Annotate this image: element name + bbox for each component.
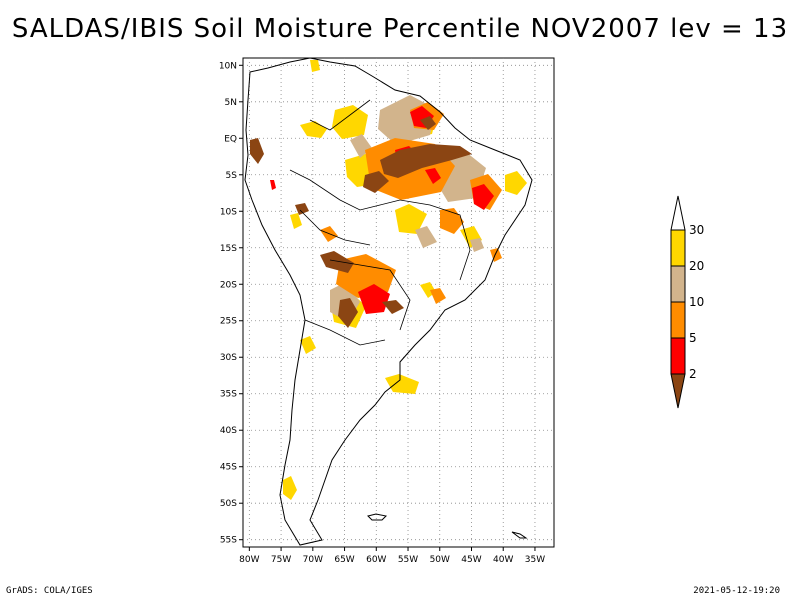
lat-tick-label: 25S <box>220 317 237 327</box>
legend-swatch-bottom <box>670 373 686 409</box>
axis-labels: 10N 5N EQ 5S 10S 15S 20S 25S 30S 35S 40S 45S 50S 55S8… <box>219 61 545 565</box>
lat-tick-label: 50S <box>220 499 237 509</box>
legend-swatch <box>670 229 686 267</box>
legend-label: 20 <box>689 259 704 273</box>
lon-tick-label: 60W <box>366 555 386 565</box>
lat-tick-label: 45S <box>220 463 237 473</box>
lat-tick-label: 30S <box>220 353 237 363</box>
lon-tick-label: 35W <box>525 555 545 565</box>
legend-label: 30 <box>689 223 704 237</box>
lon-tick-label: 55W <box>398 555 418 565</box>
continent-outline <box>244 57 533 546</box>
legend-label: 10 <box>689 295 704 309</box>
country-boundaries <box>289 99 471 346</box>
lat-tick-label: 10S <box>220 207 237 217</box>
lon-tick-label: 50W <box>430 555 450 565</box>
lon-tick-label: 45W <box>461 555 481 565</box>
lat-tick-label: 15S <box>220 244 237 254</box>
lat-tick-label: 35S <box>220 390 237 400</box>
footer-timestamp: 2021-05-12-19:20 <box>693 586 780 596</box>
legend-swatch-top <box>670 195 686 231</box>
map-frame <box>242 57 555 548</box>
lon-tick-label: 80W <box>239 555 259 565</box>
footer-credit: GrADS: COLA/IGES <box>6 586 93 596</box>
map-title: SALDAS/IBIS Soil Moisture Percentile NOV… <box>11 14 789 44</box>
legend-swatch <box>670 337 686 375</box>
lat-tick-label: 5S <box>226 171 238 181</box>
lat-tick-label: 55S <box>220 536 237 546</box>
south-georgia <box>511 531 528 539</box>
lon-tick-label: 65W <box>334 555 354 565</box>
legend-colorbar: 30 20 10 5 2 <box>670 195 704 409</box>
legend-label: 5 <box>689 331 697 345</box>
lat-tick-label: 10N <box>219 61 237 71</box>
legend-label: 2 <box>689 367 697 381</box>
legend-swatch <box>670 265 686 303</box>
lon-tick-label: 70W <box>303 555 323 565</box>
lat-tick-label: 20S <box>220 280 237 290</box>
falkland-islands <box>367 513 388 521</box>
lat-tick-label: 5N <box>225 98 237 108</box>
percentile-shading <box>250 60 527 500</box>
lon-tick-label: 75W <box>271 555 291 565</box>
lat-tick-label: 40S <box>220 426 237 436</box>
shading-lt-2 <box>250 116 472 328</box>
lat-tick-label: EQ <box>224 134 237 144</box>
legend-swatch <box>670 301 686 339</box>
lon-tick-label: 40W <box>493 555 513 565</box>
